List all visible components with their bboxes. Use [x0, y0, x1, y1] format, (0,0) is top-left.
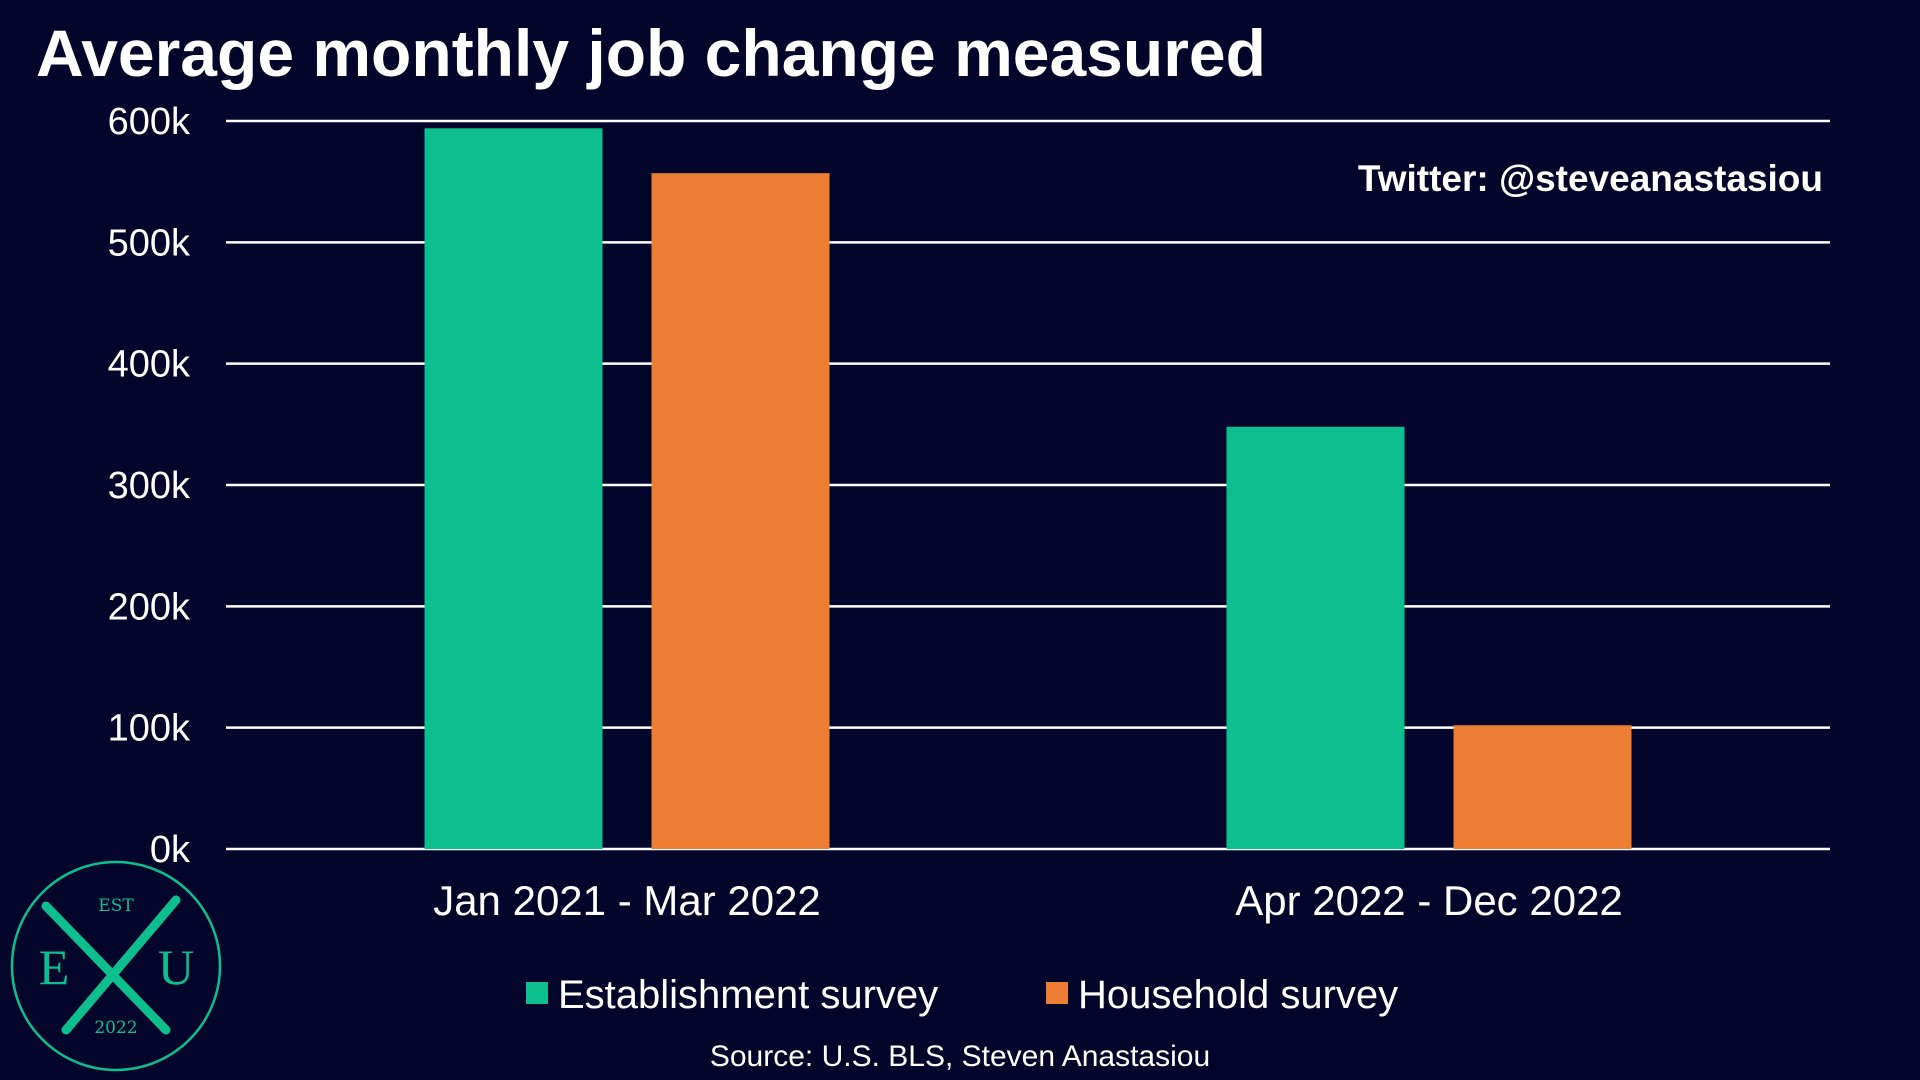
y-axis-ticks: 0k 100k 200k 300k 400k 500k 600k	[108, 101, 191, 871]
logo-year-text: 2022	[94, 1018, 137, 1038]
bar-household	[651, 173, 830, 849]
logo-est-text: EST	[98, 896, 134, 916]
logo-slash-left	[41, 901, 171, 1035]
chart-title: Average monthly job change measured	[36, 16, 1266, 90]
watermark-text: Twitter: @steveanastasiou	[1358, 158, 1823, 199]
y-tick-label: 300k	[108, 465, 191, 507]
legend: Establishment survey Household survey	[526, 973, 1398, 1017]
y-tick-label: 0k	[150, 829, 191, 871]
legend-swatch-establishment	[526, 982, 548, 1004]
y-tick-label: 500k	[108, 222, 191, 264]
bar-household	[1453, 725, 1632, 849]
logo-ring	[10, 860, 222, 1072]
source-text: Source: U.S. BLS, Steven Anastasiou	[710, 1040, 1210, 1073]
legend-label-household: Household survey	[1078, 973, 1398, 1017]
logo-slash-right	[61, 895, 181, 1035]
logo-letter-u: U	[158, 939, 194, 995]
y-tick-label: 400k	[108, 344, 191, 386]
legend-swatch-household	[1046, 982, 1068, 1004]
exu-logo: EST E U 2022	[10, 860, 222, 1072]
y-tick-label: 200k	[108, 586, 191, 628]
y-tick-label: 100k	[108, 708, 191, 750]
y-tick-label: 600k	[108, 101, 191, 143]
x-tick-label: Jan 2021 - Mar 2022	[433, 877, 821, 924]
bars	[424, 128, 1632, 849]
bar-establishment	[1226, 426, 1405, 849]
legend-label-establishment: Establishment survey	[558, 973, 938, 1017]
bar-establishment	[424, 128, 603, 849]
logo-letter-e: E	[39, 939, 70, 995]
x-axis-ticks: Jan 2021 - Mar 2022 Apr 2022 - Dec 2022	[433, 877, 1623, 924]
x-tick-label: Apr 2022 - Dec 2022	[1235, 877, 1623, 924]
